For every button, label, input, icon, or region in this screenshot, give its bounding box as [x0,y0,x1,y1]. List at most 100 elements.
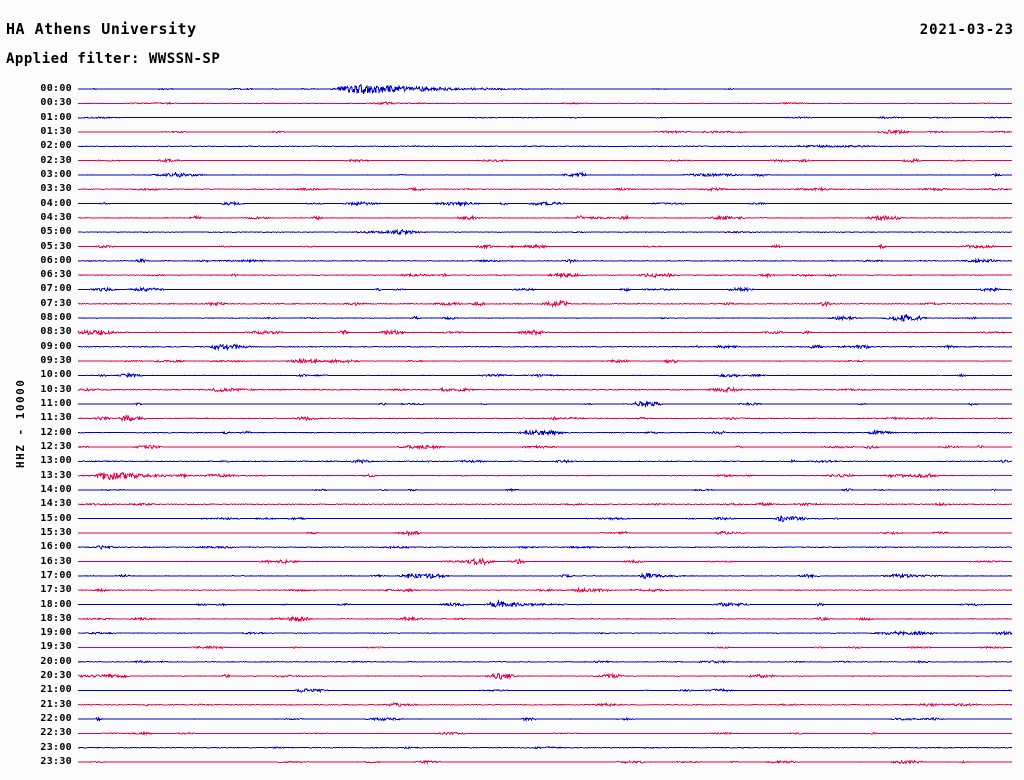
time-axis-label: 04:30 [40,211,72,223]
time-axis-label: 10:00 [40,369,72,381]
seismogram-trace [77,443,1013,451]
seismogram-trace [77,759,1013,765]
time-axis-label: 00:30 [40,97,72,109]
seismogram-trace [77,101,1013,106]
seismogram-trace [77,271,1013,279]
time-axis-label: 09:00 [40,340,72,352]
seismogram-trace [77,615,1013,623]
time-axis-label: 17:30 [40,584,72,596]
time-axis-label: 22:30 [40,727,72,739]
time-axis-label: 18:00 [40,598,72,610]
time-axis-label: 01:00 [40,111,72,123]
seismogram-trace [77,386,1013,394]
seismogram-trace [77,545,1013,550]
seismogram-trace [77,214,1013,222]
record-date: 2021-03-23 [919,22,1014,38]
seismogram-trace [77,329,1013,337]
time-axis-label: 13:30 [40,469,72,481]
seismogram-trace [77,83,1013,95]
time-axis-label: 23:30 [40,756,72,768]
seismogram-trace [77,471,1013,481]
time-axis-label: 14:30 [40,498,72,510]
seismogram-trace [78,458,1013,464]
seismogram-trace [77,372,1013,379]
time-axis-label: 11:30 [40,412,72,424]
time-axis-label: 19:00 [40,627,72,639]
time-axis-label: 10:30 [40,383,72,395]
seismogram-trace [77,343,1013,352]
time-axis-label: 17:00 [40,569,72,581]
time-axis-label: 19:30 [40,641,72,653]
time-axis-label: 13:00 [40,455,72,467]
seismogram-trace [77,413,1013,422]
time-axis-label: 02:00 [40,140,72,152]
seismogram-trace [77,257,1013,264]
time-axis-label: 07:00 [40,283,72,295]
seismogram-trace [77,286,1013,293]
time-axis-label: 11:00 [40,398,72,410]
seismogram-trace [77,599,1013,608]
seismogram-trace [77,586,1013,593]
seismogram-trace [77,313,1013,322]
time-axis-label: 02:30 [40,154,72,166]
seismogram-trace [77,515,1013,523]
time-axis-label: 15:00 [40,512,72,524]
time-axis-label: 21:30 [40,698,72,710]
time-axis-label: 21:00 [40,684,72,696]
time-axis-label: 00:00 [40,83,72,94]
seismogram-trace [77,746,1012,750]
time-axis-label: 16:30 [40,555,72,567]
time-axis-label: 23:00 [40,741,72,753]
time-axis-label: 03:30 [40,183,72,195]
time-axis-label: 09:30 [40,355,72,367]
time-axis-label: 06:00 [40,254,72,266]
seismogram-trace [77,299,1013,309]
time-axis-label: 07:30 [40,297,72,309]
time-axis-label: 06:30 [40,269,72,281]
seismogram-trace [77,116,1013,120]
time-axis-label: 01:30 [40,125,72,137]
seismogram-trace [77,144,1013,149]
time-axis-label: 18:30 [40,612,72,624]
seismogram-trace [77,200,1013,207]
seismogram-trace [78,157,1013,164]
time-axis-label: 08:00 [40,312,72,324]
seismogram-trace [77,400,1013,409]
seismogram-trace [77,630,1013,637]
seismogram-trace [77,571,1013,580]
seismogram-trace [77,243,1013,250]
seismogram-trace [77,659,1013,664]
seismogram-trace [77,128,1013,136]
time-axis-label: 22:00 [40,713,72,725]
seismogram-trace [77,731,1013,736]
time-axis-label: 05:00 [40,226,72,238]
seismogram-trace [77,557,1013,566]
seismogram-trace [77,687,1013,694]
time-axis-label: 20:00 [40,655,72,667]
seismogram-trace [77,428,1013,437]
time-axis-label: 16:00 [40,541,72,553]
applied-filter-label: Applied filter: WWSSN-SP [6,51,221,67]
seismogram-trace [77,357,1013,365]
time-axis-label: 08:30 [40,326,72,338]
seismogram-trace [77,672,1013,680]
seismogram-trace [77,501,1013,507]
seismogram-trace [77,716,1013,723]
time-axis-label: 03:00 [40,168,72,180]
seismogram-trace [77,487,1013,493]
time-axis-label: 14:00 [40,483,72,495]
time-axis-label: 05:30 [40,240,72,252]
seismogram-trace [77,228,1013,237]
time-axis-label: 12:30 [40,441,72,452]
seismogram-trace [77,186,1013,192]
time-axis-label: 15:30 [40,526,72,538]
station-title: HA Athens University [6,20,197,38]
seismogram-trace [77,702,1013,708]
time-axis-label: 04:00 [40,197,72,209]
time-axis-label: 12:00 [40,426,72,438]
seismogram-trace [77,530,1013,537]
seismogram-trace [77,171,1013,178]
time-axis-label: 20:30 [40,670,72,682]
